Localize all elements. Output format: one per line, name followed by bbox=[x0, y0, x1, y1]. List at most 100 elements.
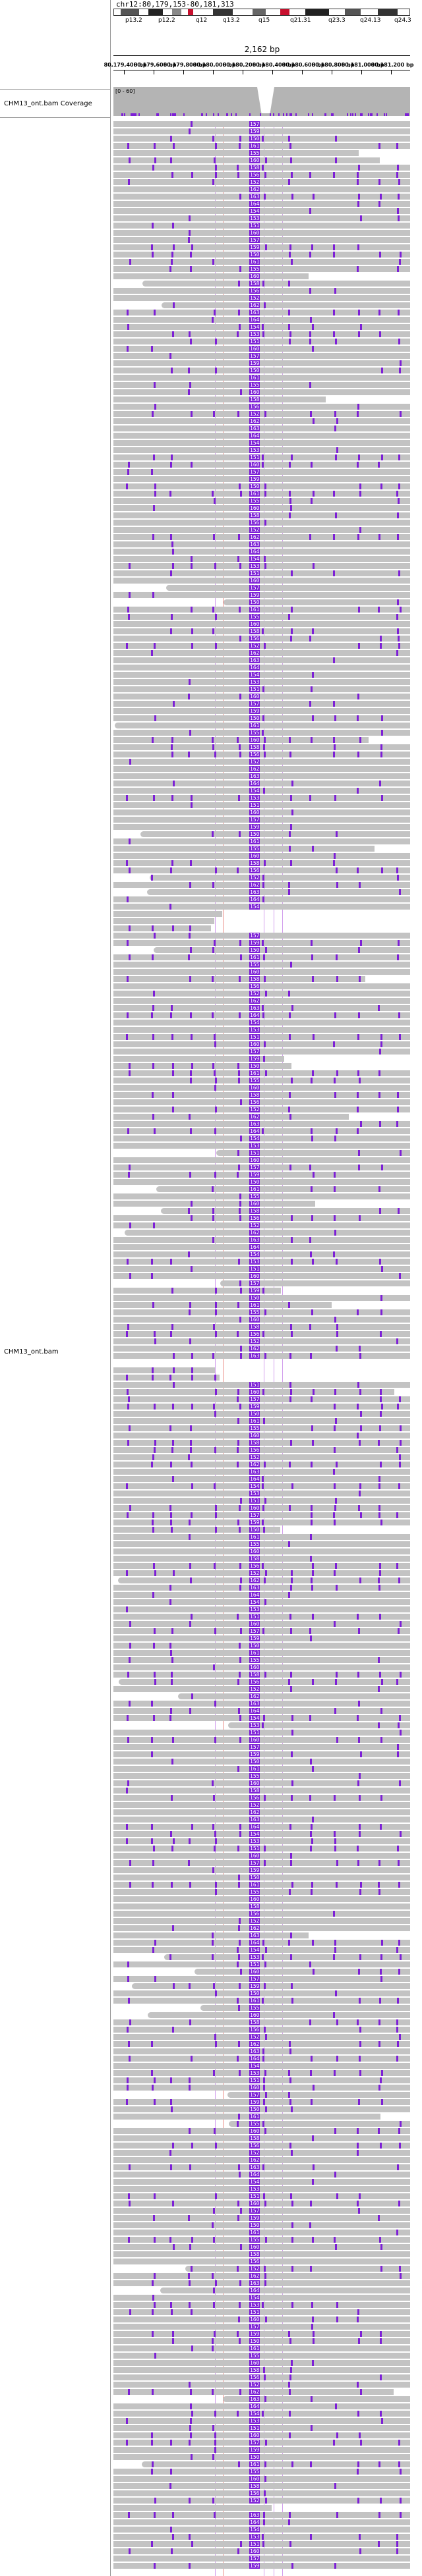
read[interactable] bbox=[113, 1817, 410, 1822]
insertion-length-label[interactable]: 158 bbox=[249, 628, 260, 634]
read[interactable] bbox=[113, 2259, 410, 2264]
read[interactable] bbox=[113, 375, 410, 381]
insertion-length-label[interactable]: 162 bbox=[249, 2273, 260, 2279]
read[interactable] bbox=[164, 1954, 410, 1960]
read[interactable] bbox=[113, 1708, 410, 1714]
insertion-length-label[interactable]: 161 bbox=[249, 1070, 260, 1076]
insertion-length-label[interactable]: 160 bbox=[249, 1548, 260, 1554]
insertion-length-label[interactable]: 150 bbox=[249, 2106, 260, 2112]
read[interactable] bbox=[113, 2309, 410, 2315]
insertion-length-label[interactable]: 152 bbox=[249, 991, 260, 997]
insertion-length-label[interactable]: 156 bbox=[249, 983, 260, 989]
read[interactable] bbox=[113, 1809, 410, 1815]
insertion-length-label[interactable]: 152 bbox=[249, 643, 260, 649]
insertion-length-label[interactable]: 153 bbox=[249, 1491, 260, 1496]
read[interactable] bbox=[113, 1136, 410, 1141]
insertion-length-label[interactable]: 150 bbox=[249, 831, 260, 837]
read[interactable] bbox=[113, 1404, 410, 1410]
insertion-length-label[interactable]: 164 bbox=[249, 2172, 260, 2178]
read[interactable] bbox=[113, 1643, 410, 1649]
read[interactable] bbox=[113, 1063, 291, 1069]
insertion-length-label[interactable]: 151 bbox=[249, 454, 260, 460]
insertion-length-label[interactable]: 163 bbox=[249, 2048, 260, 2054]
insertion-length-label[interactable]: 154 bbox=[249, 2527, 260, 2533]
insertion-length-label[interactable]: 162 bbox=[249, 2041, 260, 2047]
insertion-length-label[interactable]: 163 bbox=[249, 541, 260, 547]
read[interactable] bbox=[142, 281, 410, 287]
read[interactable] bbox=[113, 1628, 410, 1634]
read[interactable] bbox=[113, 2085, 410, 2091]
read[interactable] bbox=[113, 1346, 410, 1352]
insertion-length-label[interactable]: 158 bbox=[249, 2135, 260, 2141]
read[interactable] bbox=[154, 947, 410, 953]
insertion-length-label[interactable]: 154 bbox=[249, 1831, 260, 1837]
insertion-length-label[interactable]: 164 bbox=[249, 2519, 260, 2525]
insertion-length-label[interactable]: 160 bbox=[249, 2085, 260, 2091]
insertion-length-label[interactable]: 153 bbox=[249, 2418, 260, 2424]
read[interactable] bbox=[113, 925, 211, 931]
read[interactable] bbox=[113, 1382, 410, 1388]
insertion-length-label[interactable]: 153 bbox=[249, 1027, 260, 1033]
insertion-length-label[interactable]: 160 bbox=[249, 1157, 260, 1163]
read[interactable] bbox=[132, 1983, 410, 1989]
insertion-length-label[interactable]: 160 bbox=[249, 1317, 260, 1323]
read[interactable] bbox=[113, 1904, 410, 1909]
insertion-length-label[interactable]: 151 bbox=[249, 2309, 260, 2315]
insertion-length-label[interactable]: 161 bbox=[249, 838, 260, 844]
insertion-length-label[interactable]: 154 bbox=[249, 1599, 260, 1605]
read[interactable] bbox=[113, 766, 410, 772]
read[interactable] bbox=[113, 2432, 410, 2438]
insertion-length-label[interactable]: 162 bbox=[249, 882, 260, 888]
read[interactable] bbox=[113, 2244, 410, 2250]
insertion-length-label[interactable]: 164 bbox=[249, 665, 260, 671]
insertion-length-label[interactable]: 156 bbox=[249, 1795, 260, 1801]
insertion-length-label[interactable]: 157 bbox=[249, 237, 260, 243]
read[interactable] bbox=[113, 1462, 410, 1467]
insertion-length-label[interactable]: 150 bbox=[249, 715, 260, 721]
insertion-length-label[interactable]: 160 bbox=[249, 2244, 260, 2250]
read[interactable] bbox=[113, 1802, 410, 1808]
read[interactable] bbox=[113, 715, 410, 721]
read[interactable] bbox=[113, 614, 410, 620]
read[interactable] bbox=[113, 1411, 410, 1417]
insertion-length-label[interactable]: 157 bbox=[249, 701, 260, 707]
read[interactable] bbox=[113, 237, 410, 243]
read[interactable] bbox=[228, 1722, 410, 1728]
read[interactable] bbox=[113, 1882, 410, 1888]
read[interactable] bbox=[113, 2128, 410, 2134]
read[interactable] bbox=[113, 1338, 410, 1344]
insertion-length-label[interactable]: 155 bbox=[249, 1078, 260, 1083]
read[interactable] bbox=[113, 1541, 410, 1547]
insertion-length-label[interactable]: 157 bbox=[249, 1396, 260, 1402]
read[interactable] bbox=[113, 1534, 410, 1540]
insertion-length-label[interactable]: 155 bbox=[249, 1657, 260, 1663]
insertion-length-label[interactable]: 154 bbox=[249, 1483, 260, 1489]
read[interactable] bbox=[162, 302, 410, 308]
insertion-length-label[interactable]: 153 bbox=[249, 1838, 260, 1844]
insertion-length-label[interactable]: 155 bbox=[249, 266, 260, 272]
read[interactable] bbox=[113, 1512, 410, 1518]
read[interactable] bbox=[113, 2019, 410, 2025]
read[interactable] bbox=[113, 1309, 410, 1315]
insertion-length-label[interactable]: 159 bbox=[249, 476, 260, 482]
insertion-length-label[interactable]: 161 bbox=[249, 1534, 260, 1540]
insertion-length-label[interactable]: 159 bbox=[249, 592, 260, 598]
read[interactable] bbox=[113, 643, 410, 649]
read[interactable] bbox=[113, 2186, 410, 2192]
read[interactable] bbox=[148, 2012, 410, 2018]
read[interactable] bbox=[113, 1099, 410, 1105]
read[interactable] bbox=[113, 1121, 410, 1127]
read[interactable] bbox=[113, 1353, 410, 1359]
insertion-length-label[interactable]: 158 bbox=[249, 976, 260, 982]
read[interactable] bbox=[113, 991, 410, 997]
read[interactable] bbox=[113, 2106, 410, 2112]
insertion-length-label[interactable]: 164 bbox=[249, 1940, 260, 1946]
insertion-length-label[interactable]: 159 bbox=[249, 128, 260, 134]
insertion-length-label[interactable]: 154 bbox=[249, 1251, 260, 1257]
insertion-length-label[interactable]: 158 bbox=[249, 1440, 260, 1446]
read[interactable] bbox=[113, 1012, 410, 1018]
insertion-length-label[interactable]: 150 bbox=[249, 947, 260, 953]
insertion-length-label[interactable]: 150 bbox=[249, 1411, 260, 1417]
insertion-length-label[interactable]: 164 bbox=[249, 2403, 260, 2409]
insertion-length-label[interactable]: 156 bbox=[249, 2490, 260, 2496]
